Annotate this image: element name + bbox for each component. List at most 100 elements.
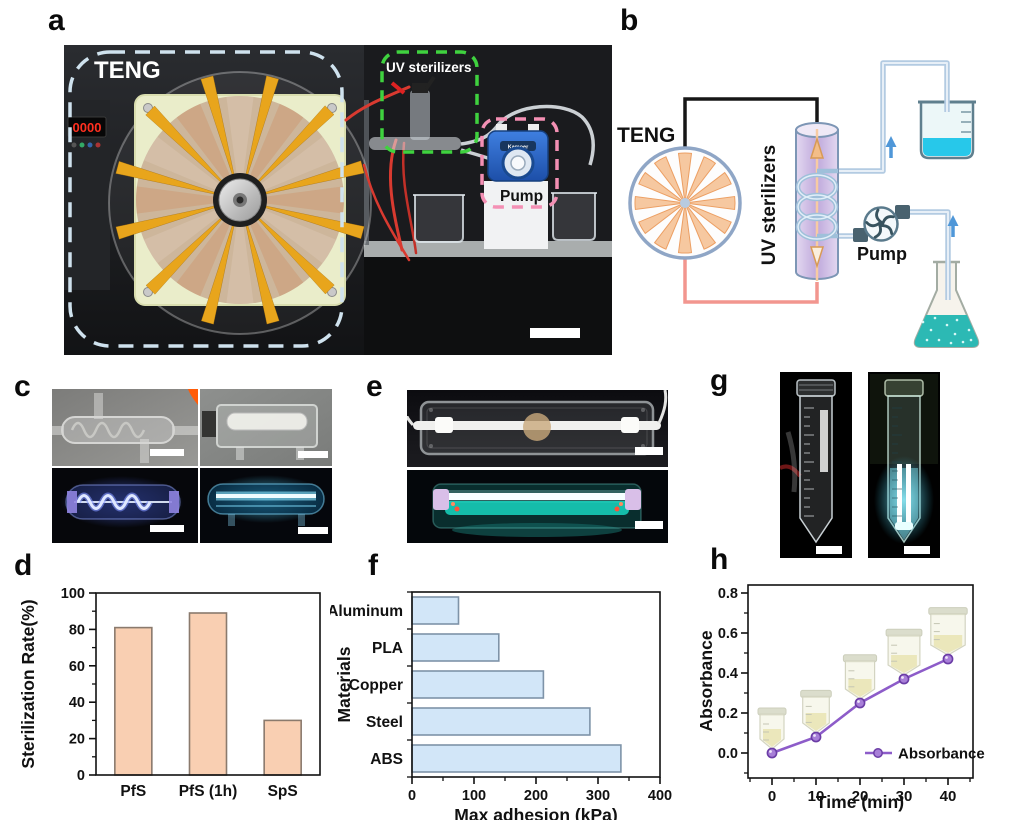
water-pipes [838,60,951,300]
uv-sterilizer-glass [369,75,461,150]
svg-text:0: 0 [408,788,416,804]
inset-tube-photo [885,628,923,676]
wire-black [683,97,819,148]
panel-b-label: b [620,4,639,37]
svg-text:PfS: PfS [120,783,146,800]
peristaltic-pump: Kamoer [484,124,549,249]
water-coil [795,168,839,242]
inset-tube-photo [800,689,832,734]
panel-f-label: f [368,549,378,582]
svg-text:30: 30 [896,788,913,805]
pump-photo-label: Pump [500,188,543,205]
svg-text:ABS: ABS [370,751,403,768]
teng-diagram-label: TENG [617,124,675,147]
svg-text:PLA: PLA [372,640,403,657]
svg-text:Steel: Steel [366,714,403,731]
chart-max-adhesion: 0 100 200 300 400 Aluminum PLA Copper Steel ABS Ma… [330,591,672,820]
bar-Steel [411,707,591,736]
svg-text:200: 200 [524,788,548,804]
bar-ABS [411,744,622,773]
svg-text:Time (min): Time (min) [816,792,904,812]
meter-display: 0000 [73,120,102,135]
svg-text:60: 60 [69,659,85,675]
scale-bar [150,449,184,456]
panel-g-photos [780,372,940,558]
svg-text:400: 400 [648,788,672,804]
pump-diagram [853,205,910,242]
panel-a-label: a [48,4,65,37]
pump-dashed-outline [480,117,559,209]
data-point [810,731,822,743]
inset-tube-photo [757,707,787,750]
uv-dashed-outline [380,50,479,154]
panel-a-photo: 0000 [64,45,612,355]
svg-text:100: 100 [61,586,85,602]
flat-sterilizer-off-photo [407,390,668,467]
panel-d-label: d [14,549,33,582]
scale-bar [816,546,842,554]
panel-e-label: e [366,370,383,403]
teng-photo-label: TENG [94,57,161,84]
scale-bar [530,328,580,338]
spiral-lamp-on-photo [52,468,198,543]
panel-c-label: c [14,370,31,403]
svg-text:SpS: SpS [268,783,298,800]
bar-Aluminum [411,596,460,625]
wire-red [683,258,819,304]
data-point [898,673,910,685]
straight-lamp-off-photo [200,389,332,466]
scale-bar [298,527,328,534]
svg-text:0: 0 [768,788,776,805]
svg-text:80: 80 [69,622,85,638]
pump-diagram-label: Pump [857,244,907,264]
flat-sterilizer-on-photo [407,470,668,543]
data-point [766,747,778,759]
scale-bar [635,447,663,455]
spiral-lamp-off-photo [52,389,198,466]
panel-c-photos [52,389,332,543]
panel-b-diagram: TENG UV sterilizers Pump [617,60,980,348]
svg-text:300: 300 [586,788,610,804]
bar-SpS [263,719,302,776]
bar-PLA [411,633,500,662]
svg-text:100: 100 [462,788,486,804]
svg-text:Absorbance: Absorbance [898,746,985,763]
tube-on-photo [868,372,940,558]
flask-diagram [913,260,980,348]
inset-tube-photo [928,607,968,656]
uv-photo-label: UV sterilizers [386,60,472,75]
chart-sterilization-rate: 0 20 40 60 80 100 PfS PfS (1h) SpS Sterilization … [18,586,321,800]
bar-PfS [114,626,153,776]
panel-h-label: h [710,543,729,576]
svg-text:Max adhesion (kPa): Max adhesion (kPa) [454,805,617,820]
svg-text:40: 40 [69,695,85,711]
bar-PfS (1h) [188,612,228,776]
beakers [413,192,597,243]
svg-text:0.4: 0.4 [718,666,738,682]
data-point [854,697,866,709]
scale-bar [904,546,930,554]
inset-tube-photo [842,654,878,700]
uv-cylinder [795,122,839,281]
svg-text:20: 20 [852,788,869,805]
data-point [942,653,954,665]
teng-rotor [108,71,372,335]
svg-text:0.6: 0.6 [718,626,738,642]
teng-dashed-outline [68,50,344,348]
svg-text:Sterilization Rate(%): Sterilization Rate(%) [18,599,38,768]
panel-e-photos [407,390,668,543]
svg-text:Aluminum: Aluminum [330,603,403,620]
svg-text:Materials: Materials [334,646,354,722]
svg-text:20: 20 [69,732,85,748]
svg-text:10: 10 [808,788,825,805]
svg-text:0.0: 0.0 [718,746,738,762]
lamp-cone-top [809,136,825,159]
scale-bar [635,521,663,529]
straight-lamp-on-photo [200,468,332,543]
svg-text:Copper: Copper [349,677,403,694]
bar-Copper [411,670,545,699]
svg-text:40: 40 [940,788,957,805]
lamp-cone-bottom [809,246,825,269]
chart-absorbance: 0.0 0.2 0.4 0.6 0.8 0 10 20 30 40 Absorbance Time (… [700,584,985,812]
scale-bar [298,451,328,458]
